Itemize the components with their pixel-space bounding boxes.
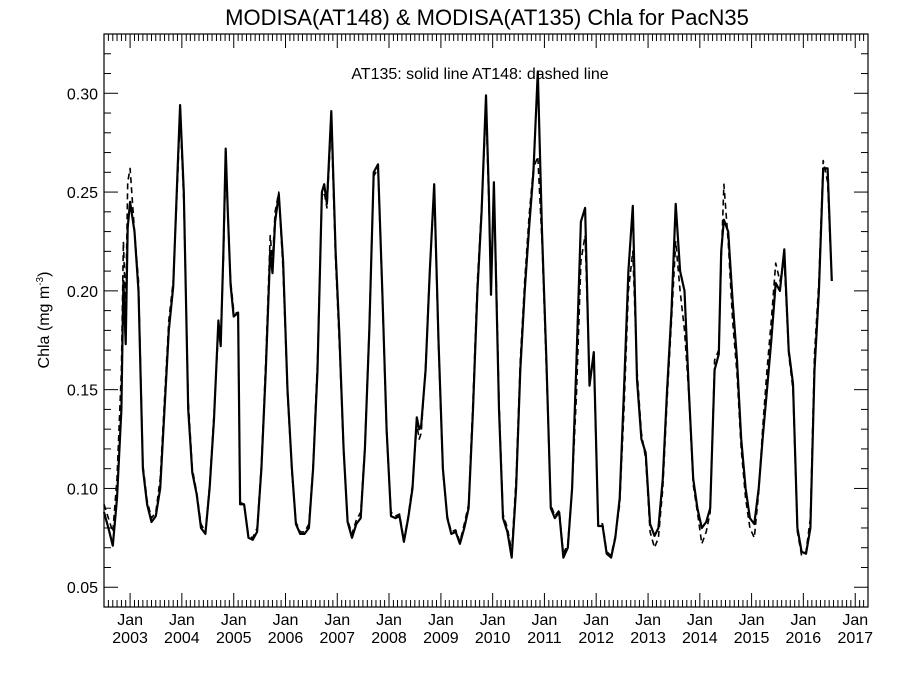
x-tick-label-year: 2003	[112, 630, 148, 647]
y-tick-label: 0.20	[67, 284, 98, 301]
x-tick-label-month: Jan	[687, 612, 713, 629]
x-tick-label-month: Jan	[532, 612, 558, 629]
series-line-at135	[102, 70, 833, 559]
chart-title: MODISA(AT148) & MODISA(AT135) Chla for P…	[225, 5, 749, 30]
x-tick-label-year: 2015	[734, 630, 770, 647]
y-axis-label-sup: -3	[35, 276, 46, 285]
x-tick-label-month: Jan	[324, 612, 350, 629]
x-tick-label-year: 2010	[475, 630, 511, 647]
x-tick-label-year: 2012	[578, 630, 614, 647]
x-tick-label-month: Jan	[739, 612, 765, 629]
y-axis-label-main: Chla (mg m	[36, 286, 53, 369]
y-tick-label: 0.10	[67, 481, 98, 498]
x-tick-label-year: 2017	[837, 630, 873, 647]
x-tick-label-year: 2013	[630, 630, 666, 647]
x-tick-label-month: Jan	[583, 612, 609, 629]
x-tick-label-year: 2005	[216, 630, 252, 647]
x-tick-label-month: Jan	[117, 612, 143, 629]
y-tick-label: 0.05	[67, 580, 98, 597]
x-tick-label-month: Jan	[790, 612, 816, 629]
x-axis-ticks: Jan2003Jan2004Jan2005Jan2006Jan2007Jan20…	[107, 34, 873, 647]
x-tick-label-year: 2007	[319, 630, 355, 647]
x-tick-label-year: 2004	[164, 630, 200, 647]
y-axis-label-close: )	[36, 272, 53, 277]
x-tick-label-year: 2008	[371, 630, 407, 647]
series-line-at148	[103, 108, 833, 557]
series-annotation: AT135: solid line AT148: dashed line	[351, 66, 608, 83]
x-tick-label-month: Jan	[842, 612, 868, 629]
y-tick-label: 0.15	[67, 383, 98, 400]
x-tick-label-month: Jan	[635, 612, 661, 629]
x-tick-label-month: Jan	[480, 612, 506, 629]
x-tick-label-year: 2006	[268, 630, 304, 647]
x-tick-label-year: 2009	[423, 630, 459, 647]
y-tick-label: 0.30	[67, 86, 98, 103]
plot-lines	[102, 70, 833, 559]
x-tick-label-month: Jan	[376, 612, 402, 629]
y-axis-label: Chla (mg m-3)	[35, 272, 53, 369]
x-tick-label-month: Jan	[273, 612, 299, 629]
y-axis-ticks: 0.05 0.10 0.15 0.20 0.25 0.30	[67, 53, 868, 597]
x-tick-label-year: 2016	[786, 630, 822, 647]
x-tick-label-month: Jan	[428, 612, 454, 629]
x-tick-label-month: Jan	[221, 612, 247, 629]
x-tick-label-year: 2014	[682, 630, 718, 647]
plot-frame	[103, 33, 869, 608]
x-tick-label-year: 2011	[527, 630, 562, 647]
y-tick-label: 0.25	[67, 185, 98, 202]
x-tick-label-month: Jan	[169, 612, 195, 629]
